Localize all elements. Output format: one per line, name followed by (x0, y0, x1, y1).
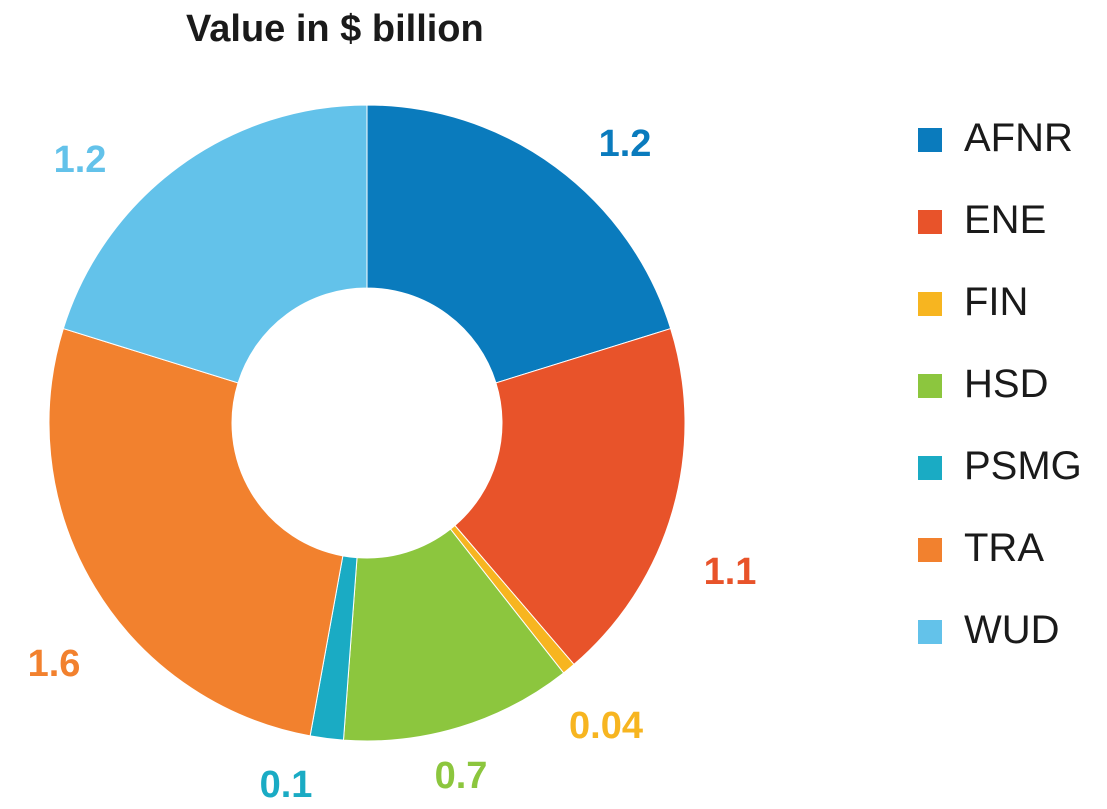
legend-swatch (918, 374, 942, 398)
slice-afnr (366, 104, 672, 384)
legend-label: PSMG (964, 444, 1082, 488)
data-label-wud: 1.2 (54, 139, 107, 181)
legend-label: HSD (964, 362, 1049, 406)
legend-label: TRA (964, 526, 1044, 570)
slice-hsd (342, 528, 565, 742)
legend-swatch (918, 620, 942, 644)
legend-label: FIN (964, 280, 1029, 324)
legend-label: WUD (964, 608, 1060, 652)
data-label-tra: 1.6 (28, 643, 81, 685)
legend-label: AFNR (964, 116, 1073, 160)
data-label-afnr: 1.2 (599, 123, 652, 165)
data-label-fin: 0.04 (569, 705, 643, 747)
legend-swatch (918, 210, 942, 234)
chart-title: Value in $ billion (186, 8, 484, 50)
data-label-psmg: 0.1 (260, 764, 313, 806)
data-label-hsd: 0.7 (435, 755, 488, 797)
slice-wud (62, 104, 368, 384)
legend-swatch (918, 456, 942, 480)
data-label-ene: 1.1 (704, 551, 757, 593)
legend-swatch (918, 538, 942, 562)
legend-label: ENE (964, 198, 1047, 242)
slice-ene (454, 327, 686, 666)
legend-swatch (918, 292, 942, 316)
slice-tra (48, 327, 344, 737)
legend-swatch (918, 128, 942, 152)
